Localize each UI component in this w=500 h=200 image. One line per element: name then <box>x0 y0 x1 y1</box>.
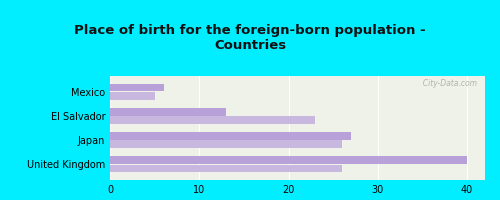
Text: City-Data.com: City-Data.com <box>418 79 478 88</box>
Bar <box>110 92 154 100</box>
Bar <box>110 116 316 124</box>
Bar <box>110 156 467 164</box>
Bar <box>110 108 226 116</box>
Bar <box>110 132 351 140</box>
Bar <box>110 84 164 91</box>
Text: Place of birth for the foreign-born population -
Countries: Place of birth for the foreign-born popu… <box>74 24 426 52</box>
Bar <box>110 165 342 172</box>
Bar <box>110 140 342 148</box>
